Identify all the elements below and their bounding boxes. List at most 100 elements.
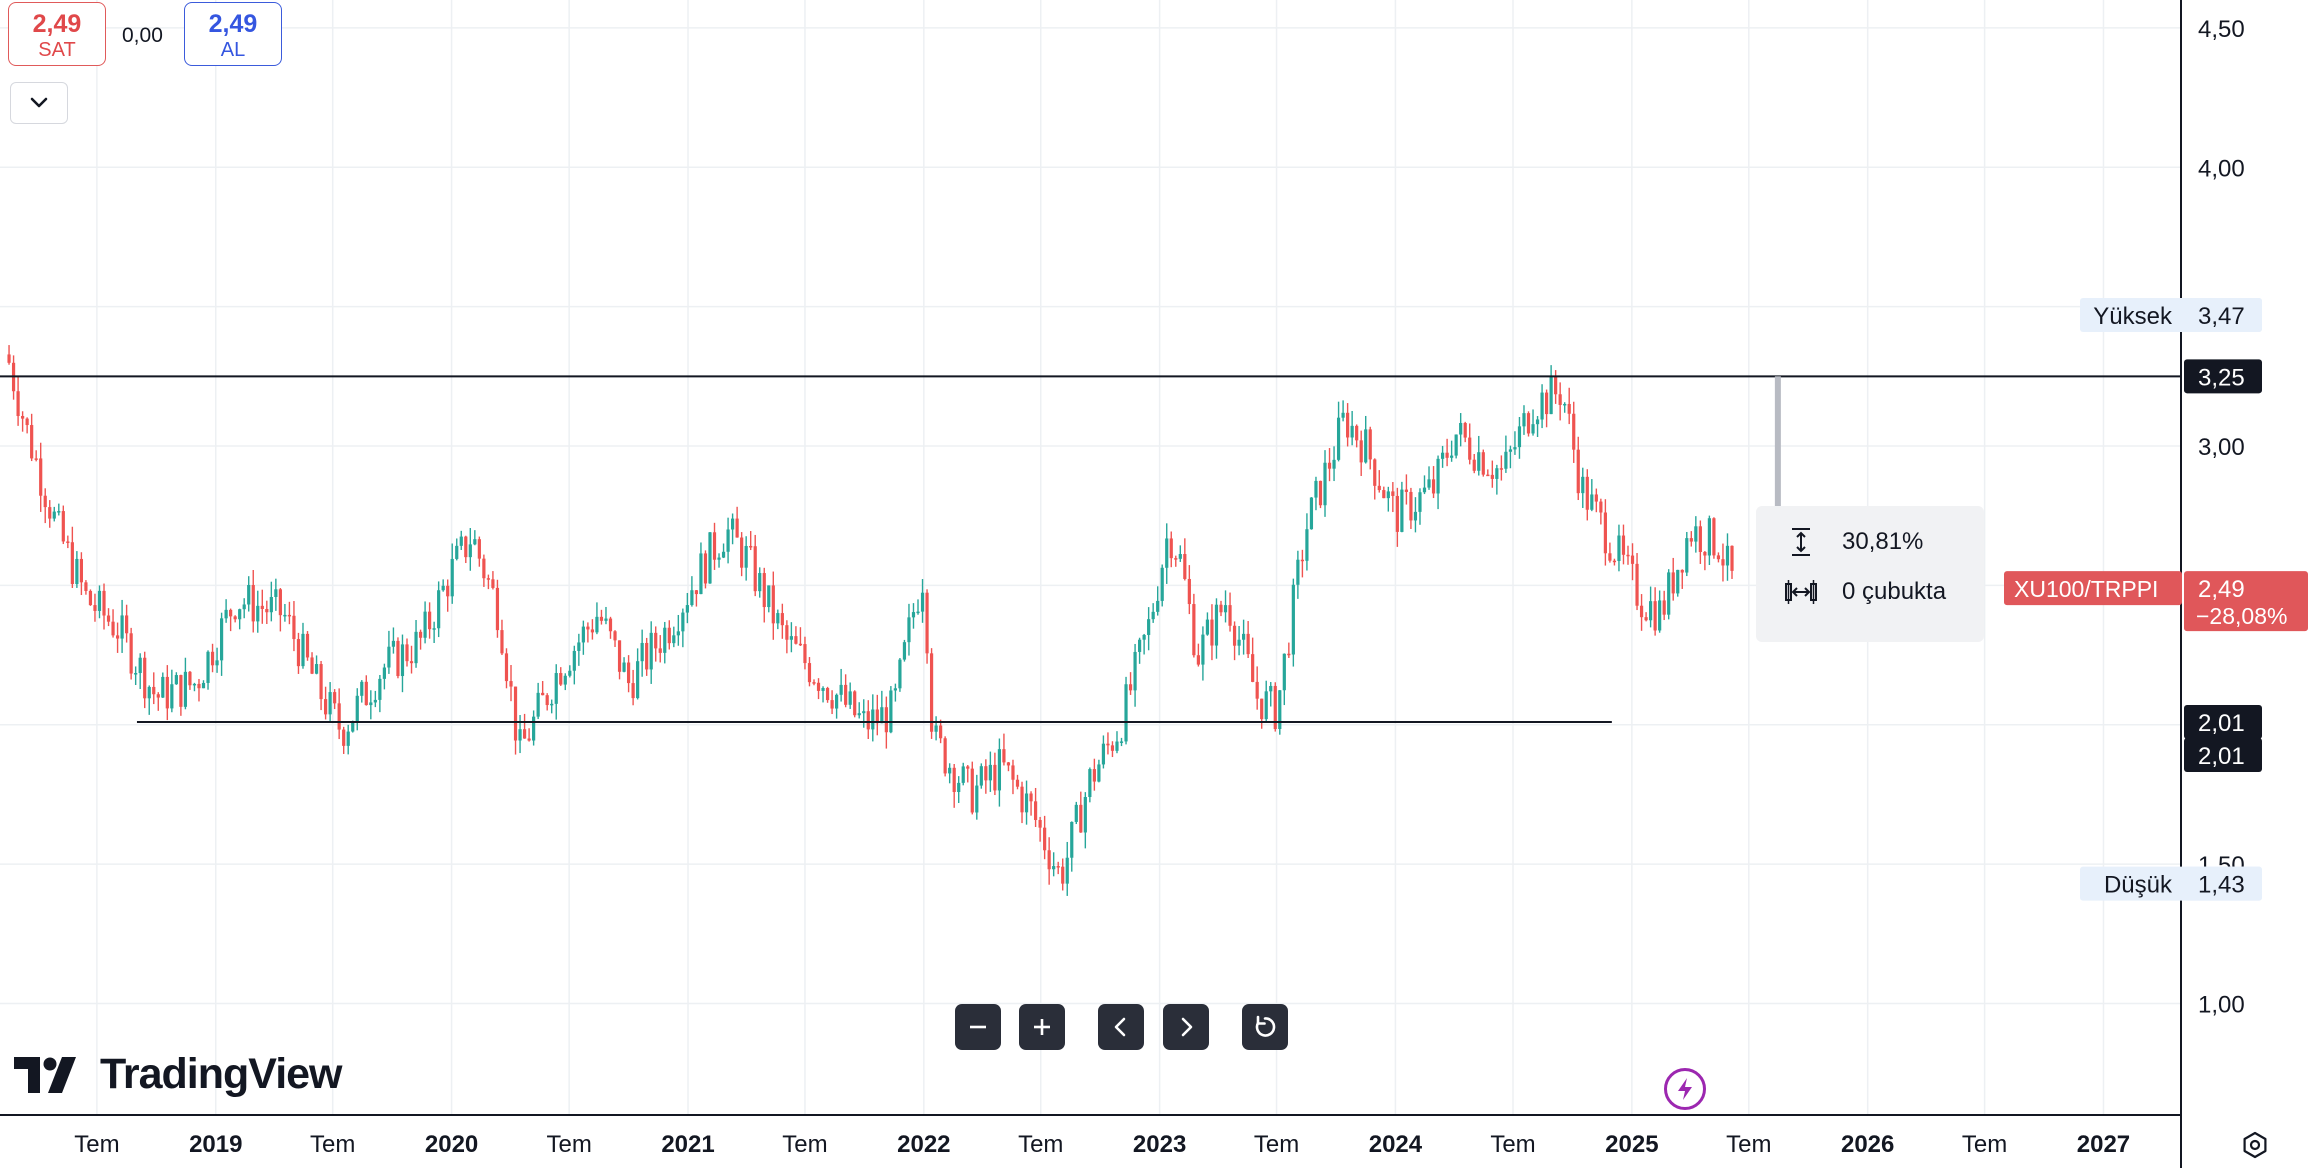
time-axis[interactable]: Tem 2019 Tem 2020 Tem 2021 Tem 2022 Tem 2023 Tem 20… <box>74 1131 2130 1158</box>
buy-button[interactable]: 2,49 AL <box>184 2 282 66</box>
candle-body <box>532 716 536 741</box>
candle-body <box>111 621 115 636</box>
candle-body <box>794 636 798 644</box>
candle-body <box>1400 489 1404 532</box>
candle-body <box>97 590 102 611</box>
candle-body <box>550 703 554 706</box>
candle-body <box>52 511 56 519</box>
candle-body <box>1327 462 1332 469</box>
candle-body <box>1260 698 1264 720</box>
low-marker-label: Düşük <box>2104 872 2173 899</box>
candle-body <box>120 615 124 639</box>
candle-body <box>459 536 463 546</box>
candle-body <box>875 709 879 724</box>
candle-body <box>1581 476 1585 494</box>
candle-body <box>1151 611 1155 620</box>
candle-body <box>948 767 952 774</box>
candle-body <box>1694 526 1698 542</box>
tradingview-logo[interactable]: TradingView <box>14 1050 342 1099</box>
candle-body <box>70 542 74 584</box>
candle-body <box>541 692 545 696</box>
candle-body <box>1137 639 1142 652</box>
candle-body <box>712 532 717 560</box>
time-tick-label: Tem <box>310 1131 355 1158</box>
candle-body <box>889 690 893 733</box>
candle-body <box>1264 691 1268 720</box>
candle-body <box>468 544 472 558</box>
candle-body <box>1341 412 1345 418</box>
candle-body <box>1440 452 1445 459</box>
high-marker-label: Yüksek <box>2093 303 2173 330</box>
candle-body <box>658 648 662 653</box>
candle-body <box>884 707 888 733</box>
candle-body <box>238 609 242 620</box>
candle-body <box>1454 434 1458 456</box>
candle-body <box>278 589 282 616</box>
time-tick-label: 2025 <box>1605 1131 1658 1158</box>
candle-body <box>1526 413 1531 434</box>
candle-body <box>798 643 803 646</box>
order-dropdown-button[interactable] <box>10 82 68 124</box>
candle-body <box>1169 538 1173 559</box>
candle-body <box>952 767 956 793</box>
candle-body <box>1011 765 1015 780</box>
candle-body <box>730 518 735 530</box>
candle-body <box>1377 485 1381 491</box>
measure-range-bar[interactable] <box>1774 376 1781 589</box>
horizontal-lines[interactable] <box>0 375 2181 723</box>
candle-body <box>396 640 400 677</box>
candle-body <box>536 692 540 717</box>
candle-body <box>387 646 391 668</box>
symbol-tag-bg <box>2004 571 2182 606</box>
candle-body <box>215 660 219 666</box>
candle-body <box>554 673 558 704</box>
reset-chart-button[interactable] <box>1242 1004 1288 1050</box>
candle-body <box>866 711 870 730</box>
candle-body <box>1725 545 1730 566</box>
candle-body <box>1649 601 1653 621</box>
candle-body <box>617 640 622 672</box>
price-tick-label: 4,50 <box>2198 16 2245 43</box>
candle-body <box>473 539 477 545</box>
change-percent-text: −28,08% <box>2196 603 2287 629</box>
candle-body <box>631 683 635 699</box>
candle-body <box>835 694 839 709</box>
flash-icon[interactable] <box>1664 1068 1706 1110</box>
candle-body <box>48 507 52 519</box>
candle-body <box>1508 449 1513 452</box>
candle-body <box>509 681 513 687</box>
candle-body <box>333 692 337 704</box>
candle-body <box>1287 653 1291 656</box>
last-price-text: 2,49 <box>2198 576 2245 603</box>
sell-button[interactable]: 2,49 SAT <box>8 2 106 66</box>
low-value: 1,43 <box>2184 866 2262 901</box>
time-tick-label: Tem <box>1254 1131 1299 1158</box>
candle-body <box>961 766 965 783</box>
candle-body <box>1590 494 1594 510</box>
candle-body <box>206 651 210 683</box>
candle-body <box>129 633 133 674</box>
candle-body <box>1043 827 1047 851</box>
candle-body <box>789 636 793 640</box>
candle-body <box>1296 559 1300 585</box>
chart-settings-button[interactable] <box>2240 1130 2270 1165</box>
candle-body <box>1644 617 1648 621</box>
candle-body <box>1183 554 1187 579</box>
candle-body <box>577 642 581 651</box>
candle-body <box>1495 468 1499 479</box>
scroll-right-button[interactable] <box>1163 1004 1209 1050</box>
candle-body <box>450 558 454 597</box>
candle-body <box>690 590 694 606</box>
candle-body <box>1187 578 1191 605</box>
candle-body <box>1431 479 1436 494</box>
time-tick-label: Tem <box>74 1131 119 1158</box>
candle-body <box>183 671 188 707</box>
scroll-left-button[interactable] <box>1098 1004 1144 1050</box>
candle-body <box>1269 685 1273 692</box>
zoom-in-button[interactable] <box>1019 1004 1065 1050</box>
candle-body <box>283 614 287 617</box>
zoom-out-button[interactable] <box>955 1004 1001 1050</box>
candle-body <box>1572 413 1576 450</box>
time-tick-label: 2019 <box>189 1131 242 1158</box>
